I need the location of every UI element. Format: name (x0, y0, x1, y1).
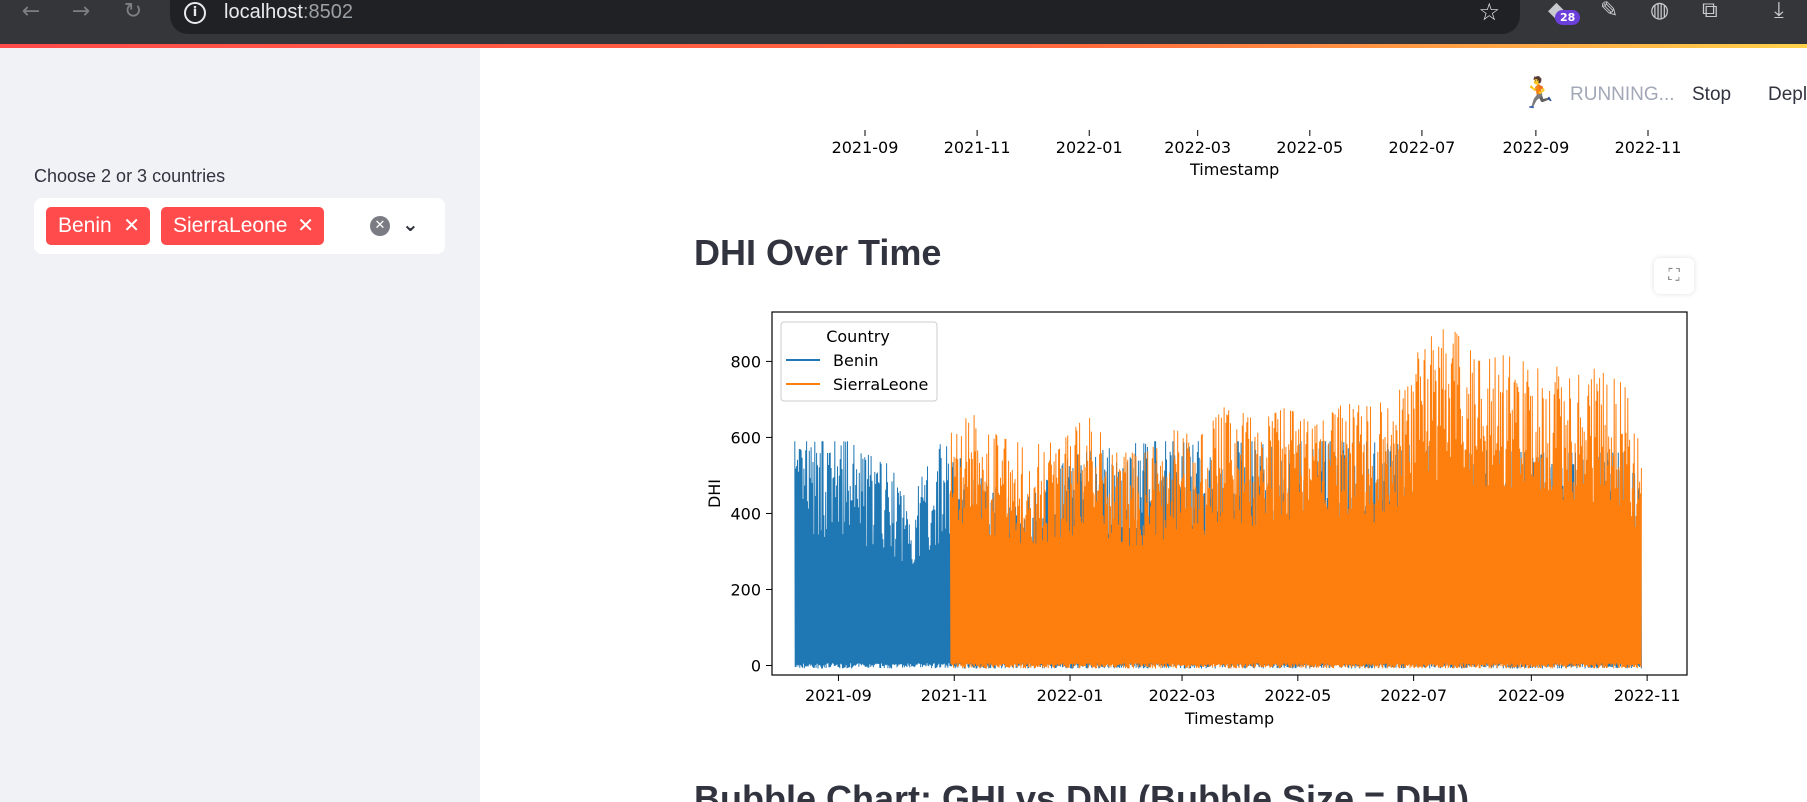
prev-x-tick-label: 2022-05 (1276, 138, 1343, 157)
extensions-puzzle-icon[interactable]: ⧉ (1702, 0, 1718, 23)
running-progress-line (0, 44, 1807, 48)
back-icon[interactable]: ← (21, 0, 41, 24)
browser-toolbar: ← → ↻ i localhost:8502 ☆ ◆ 28 ✎ ◍ ⧉ ⤓ (0, 0, 1807, 44)
sidebar: Choose 2 or 3 countries Benin ✕ SierraLe… (0, 48, 480, 802)
prev-x-tick-label: 2022-07 (1388, 138, 1455, 157)
chevron-down-icon[interactable]: ⌄ (402, 212, 419, 236)
x-tick-label: 2022-11 (1614, 686, 1681, 705)
chip-benin[interactable]: Benin ✕ (46, 207, 150, 245)
x-axis-label: Timestamp (1184, 709, 1274, 728)
series-line-sierraleone (949, 329, 1642, 669)
chip-label: Benin (58, 214, 112, 237)
url-text: localhost:8502 (224, 1, 353, 24)
prev-x-tick-label: 2022-09 (1502, 138, 1569, 157)
prev-x-tick-label: 2021-11 (944, 138, 1011, 157)
url-port: :8502 (302, 1, 353, 23)
page-title: DHI Over Time (694, 232, 942, 273)
main-content: 🏃 RUNNING... Stop Depl (480, 48, 1807, 802)
x-tick-label: 2022-07 (1380, 686, 1447, 705)
y-tick-label: 200 (730, 580, 761, 599)
x-tick-label: 2022-05 (1264, 686, 1331, 705)
eyedropper-icon[interactable]: ✎ (1600, 0, 1619, 23)
legend-box (780, 321, 938, 402)
legend-title: Country (826, 327, 890, 346)
prev-x-tick-label: 2021-09 (832, 138, 899, 157)
previous-chart-axis: 2021-09 2021-11 2022-01 2022-03 2022-05 2022-… (832, 130, 1682, 157)
country-select-label: Choose 2 or 3 countries (34, 166, 226, 186)
globe-icon[interactable]: ◍ (1650, 0, 1670, 23)
x-tick-label: 2022-03 (1149, 686, 1216, 705)
prev-x-tick-label: 2022-11 (1615, 138, 1682, 157)
remove-chip-icon[interactable]: ✕ (123, 215, 140, 237)
chip-label: SierraLeone (173, 214, 288, 237)
reload-icon[interactable]: ↻ (123, 0, 143, 24)
x-tick-label: 2022-01 (1037, 686, 1104, 705)
y-tick-label: 400 (730, 504, 761, 523)
running-status: RUNNING... (1570, 84, 1675, 105)
forward-icon[interactable]: → (71, 0, 91, 24)
fullscreen-icon[interactable]: ⛶ (1654, 258, 1694, 294)
chip-sierraleone[interactable]: SierraLeone ✕ (161, 207, 324, 245)
next-section-title: Bubble Chart: GHI vs DNI (Bubble Size = … (694, 778, 1470, 802)
plot-frame (771, 311, 1688, 676)
url-host: localhost (224, 1, 303, 23)
legend: Country Benin SierraLeone (780, 321, 938, 402)
address-bar[interactable]: i localhost:8502 ☆ (170, 0, 1520, 34)
prev-x-tick-label: 2022-01 (1056, 138, 1123, 157)
y-tick-label: 800 (730, 352, 761, 371)
x-tick-label: 2022-09 (1498, 686, 1565, 705)
site-info-icon[interactable]: i (184, 2, 206, 24)
country-multiselect[interactable]: Benin ✕ SierraLeone ✕ ✕ ⌄ (34, 198, 445, 254)
y-tick-label: 600 (730, 428, 761, 447)
y-axis-label: DHI (705, 479, 724, 508)
remove-chip-icon[interactable]: ✕ (297, 215, 314, 237)
prev-x-tick-label: 2022-03 (1164, 138, 1231, 157)
legend-entry: SierraLeone (833, 375, 928, 394)
stop-button[interactable]: Stop (1692, 84, 1732, 105)
extension-badge: 28 (1555, 10, 1581, 25)
download-icon[interactable]: ⤓ (1774, 0, 1784, 23)
y-tick-label: 0 (751, 656, 761, 675)
clear-all-icon[interactable]: ✕ (370, 216, 390, 236)
previous-chart-xlabel: Timestamp (1190, 160, 1280, 179)
running-man-icon: 🏃 (1520, 76, 1558, 111)
legend-entry: Benin (833, 351, 879, 370)
deploy-button[interactable]: Depl (1768, 84, 1807, 105)
bookmark-star-icon[interactable]: ☆ (1478, 0, 1500, 26)
x-tick-label: 2021-11 (921, 686, 988, 705)
x-tick-label: 2021-09 (805, 686, 872, 705)
